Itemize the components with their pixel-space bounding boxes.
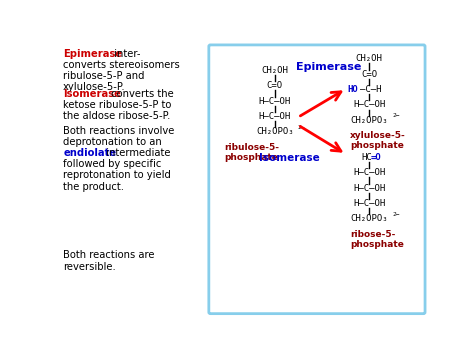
- Text: phosphate: phosphate: [224, 153, 278, 162]
- Text: H—C—OH: H—C—OH: [353, 168, 385, 177]
- Text: 2−: 2−: [298, 125, 305, 130]
- Text: CH₂OPO₃: CH₂OPO₃: [350, 214, 388, 223]
- Text: Epimerase: Epimerase: [296, 62, 361, 72]
- Text: C=O: C=O: [267, 81, 283, 90]
- Text: ketose ribulose-5-P to: ketose ribulose-5-P to: [63, 100, 172, 110]
- Text: xylulose-5-: xylulose-5-: [350, 131, 406, 140]
- Text: HC: HC: [362, 153, 372, 162]
- Text: converts stereoisomers: converts stereoisomers: [63, 60, 180, 70]
- Text: C=O: C=O: [361, 70, 377, 78]
- Text: ribulose-5-: ribulose-5-: [224, 143, 279, 152]
- Text: converts the: converts the: [108, 89, 174, 99]
- Text: HO: HO: [347, 85, 358, 94]
- Text: deprotonation to an: deprotonation to an: [63, 137, 162, 147]
- FancyBboxPatch shape: [209, 45, 425, 313]
- Text: ribose-5-: ribose-5-: [350, 230, 395, 239]
- Text: =O: =O: [371, 153, 382, 162]
- Text: 2−: 2−: [392, 212, 400, 217]
- Text: CH₂OPO₃: CH₂OPO₃: [256, 127, 293, 136]
- Text: phosphate: phosphate: [350, 141, 404, 150]
- Text: phosphate: phosphate: [350, 240, 404, 249]
- Text: intermediate: intermediate: [103, 148, 171, 158]
- Text: CH₂OH: CH₂OH: [356, 54, 383, 63]
- Text: reprotonation to yield: reprotonation to yield: [63, 170, 171, 180]
- Text: H—C—OH: H—C—OH: [259, 112, 291, 121]
- Text: followed by specific: followed by specific: [63, 159, 162, 169]
- Text: the product.: the product.: [63, 182, 124, 192]
- Text: reversible.: reversible.: [63, 262, 116, 272]
- Text: the aldose ribose-5-P.: the aldose ribose-5-P.: [63, 111, 171, 121]
- Text: Isomerase: Isomerase: [259, 153, 320, 163]
- Text: H—C—OH: H—C—OH: [259, 97, 291, 105]
- Text: H—C—OH: H—C—OH: [353, 100, 385, 109]
- Text: ribulose-5-P and: ribulose-5-P and: [63, 71, 145, 81]
- Text: CH₂OH: CH₂OH: [261, 66, 288, 75]
- Text: endiolate: endiolate: [63, 148, 116, 158]
- Text: CH₂OPO₃: CH₂OPO₃: [350, 116, 388, 125]
- Text: Epimerase: Epimerase: [63, 49, 122, 59]
- Text: —C—H: —C—H: [360, 85, 382, 94]
- Text: Isomerase: Isomerase: [63, 89, 121, 99]
- Text: inter-: inter-: [111, 49, 141, 59]
- Text: H—C—OH: H—C—OH: [353, 199, 385, 208]
- Text: Both reactions involve: Both reactions involve: [63, 126, 174, 136]
- Text: 2−: 2−: [392, 114, 400, 119]
- Text: H—C—OH: H—C—OH: [353, 184, 385, 192]
- Text: Both reactions are: Both reactions are: [63, 251, 155, 261]
- Text: xylulose-5-P.: xylulose-5-P.: [63, 82, 126, 92]
